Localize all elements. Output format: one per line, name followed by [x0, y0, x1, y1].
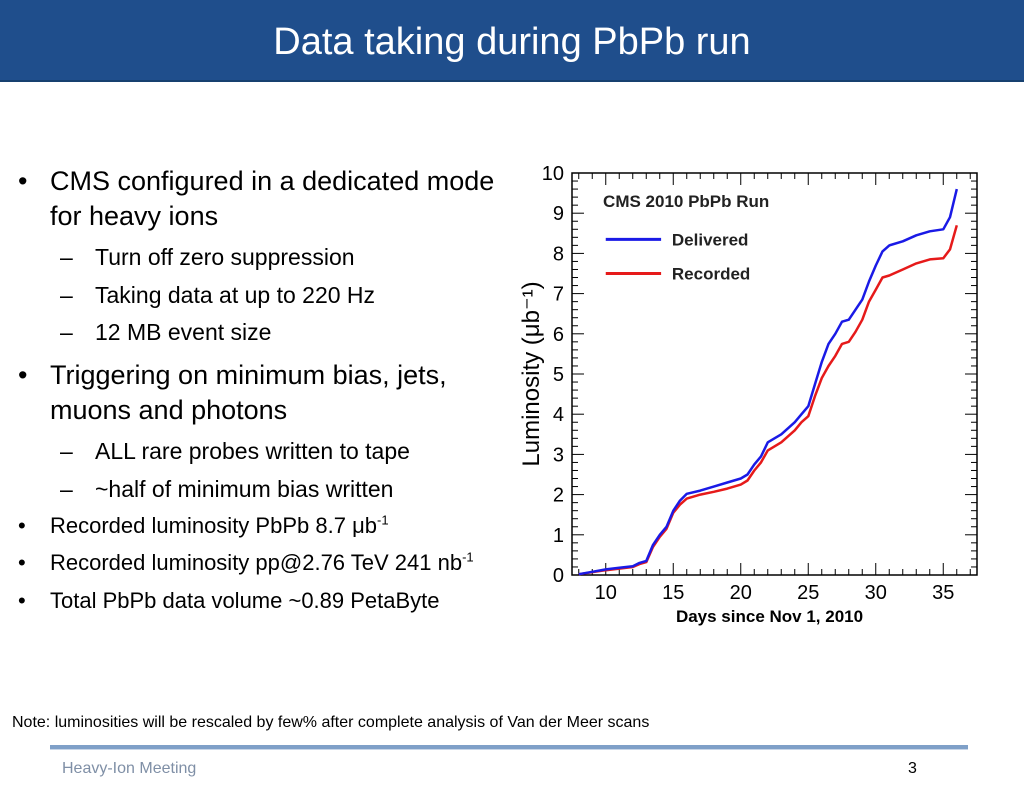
y-tick-label: 10	[542, 163, 564, 185]
slide-title: Data taking during PbPb run	[273, 21, 751, 63]
y-tick-label: 9	[553, 203, 564, 225]
x-tick-label: 30	[865, 582, 887, 604]
sub-bullet-text: Taking data at up to 220 Hz	[95, 282, 376, 308]
chart-legend: CMS 2010 PbPb Run Delivered Recorded	[603, 192, 769, 283]
y-tick-label: 4	[553, 404, 564, 426]
y-tick-label: 6	[553, 324, 564, 346]
x-tick-label: 10	[595, 582, 617, 604]
y-tick-label: 7	[553, 284, 564, 306]
bullet-text: CMS configured in a dedicated mode for h…	[50, 166, 495, 231]
chart-series	[578, 188, 959, 576]
plot-frame	[571, 172, 978, 576]
bullet-text: Recorded luminosity PbPb 8.7 μb-1	[50, 512, 389, 538]
bullet-text: Recorded luminosity pp@2.76 TeV 241 nb-1	[50, 549, 474, 575]
x-tick-label: 25	[797, 582, 819, 604]
luminosity-chart: 0 1 2 3 4 5 6 7 8 9 10 10 15 20 25 30 35 Luminosity (μb⁻¹…	[518, 163, 978, 626]
sub-bullet-text: ALL rare probes written to tape	[95, 438, 410, 464]
y-tick-label: 1	[553, 525, 564, 547]
x-tick-label: 15	[662, 582, 684, 604]
footnote: Note: luminosities will be rescaled by f…	[12, 714, 650, 731]
bullet-dot: •	[18, 588, 26, 613]
chart-title: CMS 2010 PbPb Run	[603, 192, 769, 211]
y-tick-label: 0	[553, 565, 564, 587]
bullet-dot: •	[18, 513, 26, 538]
bullet-text: Total PbPb data volume ~0.89 PetaByte	[50, 588, 440, 613]
footer-title: Heavy-Ion Meeting	[62, 760, 197, 777]
y-tick-label: 2	[553, 485, 564, 507]
x-tick-label: 35	[932, 582, 954, 604]
page-number: 3	[908, 760, 917, 777]
sub-bullet-dash: –	[60, 244, 73, 270]
footer-divider	[50, 745, 968, 750]
chart-axes: 0 1 2 3 4 5 6 7 8 9 10 10 15 20 25 30 35 Luminosity (μb⁻¹…	[518, 163, 978, 626]
sub-bullet-text: ~half of minimum bias written	[95, 476, 394, 502]
sub-bullet-text: Turn off zero suppression	[95, 244, 355, 270]
x-tick-label: 20	[730, 582, 752, 604]
sub-bullet-text: 12 MB event size	[95, 319, 272, 345]
bullet-dot: •	[18, 166, 28, 196]
bullet-text: Triggering on minimum bias, jets, muons …	[50, 360, 447, 425]
sub-bullet-dash: –	[60, 438, 73, 464]
legend-label: Delivered	[672, 230, 749, 249]
sub-bullet-dash: –	[60, 476, 73, 502]
y-tick-label: 5	[553, 364, 564, 386]
y-tick-label: 3	[553, 444, 564, 466]
bullet-dot: •	[18, 550, 26, 575]
sub-bullet-dash: –	[60, 282, 73, 308]
y-tick-label: 8	[553, 243, 564, 265]
x-axis-label: Days since Nov 1, 2010	[676, 607, 863, 626]
y-axis-label: Luminosity (μb⁻¹)	[518, 281, 545, 466]
title-bar: Data taking during PbPb run	[0, 0, 1024, 82]
series-line-delivered	[578, 188, 959, 576]
legend-label: Recorded	[672, 265, 750, 284]
sub-bullet-dash: –	[60, 319, 73, 345]
bullet-dot: •	[18, 360, 28, 390]
